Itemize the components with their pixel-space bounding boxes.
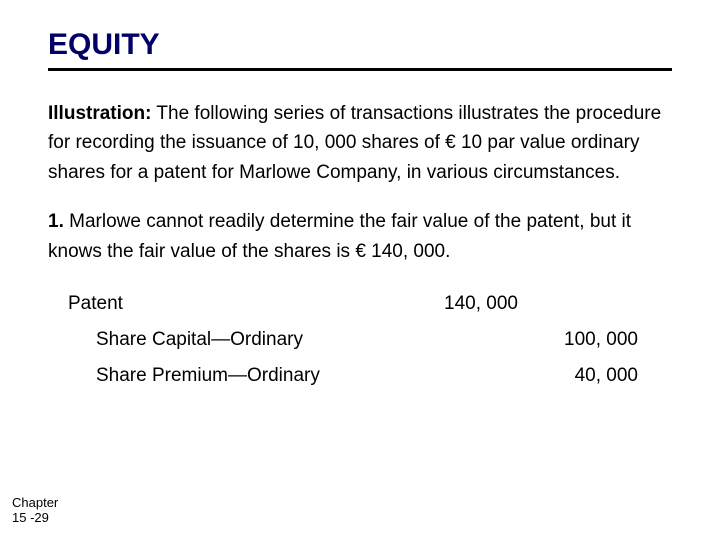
illustration-label: Illustration: xyxy=(48,103,151,124)
title-rule xyxy=(48,68,672,71)
table-row: Share Capital—Ordinary 100, 000 xyxy=(68,322,672,358)
account-name: Share Premium—Ordinary xyxy=(68,358,398,394)
table-row: Patent 140, 000 xyxy=(68,286,672,322)
credit-amount xyxy=(518,286,638,322)
journal-entry: Patent 140, 000 Share Capital—Ordinary 1… xyxy=(68,286,672,394)
debit-amount xyxy=(398,358,518,394)
scenario-paragraph: 1. Marlowe cannot readily determine the … xyxy=(48,207,672,266)
debit-amount xyxy=(398,322,518,358)
slide-footer: Chapter 15 -29 xyxy=(12,495,62,526)
account-name: Patent xyxy=(68,286,398,322)
scenario-text: Marlowe cannot readily determine the fai… xyxy=(48,211,631,261)
credit-amount: 40, 000 xyxy=(518,358,638,394)
page-title: EQUITY xyxy=(48,28,672,62)
debit-amount: 140, 000 xyxy=(398,286,518,322)
account-name: Share Capital—Ordinary xyxy=(68,322,398,358)
illustration-paragraph: Illustration: The following series of tr… xyxy=(48,99,672,187)
table-row: Share Premium—Ordinary 40, 000 xyxy=(68,358,672,394)
scenario-label: 1. xyxy=(48,211,64,232)
credit-amount: 100, 000 xyxy=(518,322,638,358)
